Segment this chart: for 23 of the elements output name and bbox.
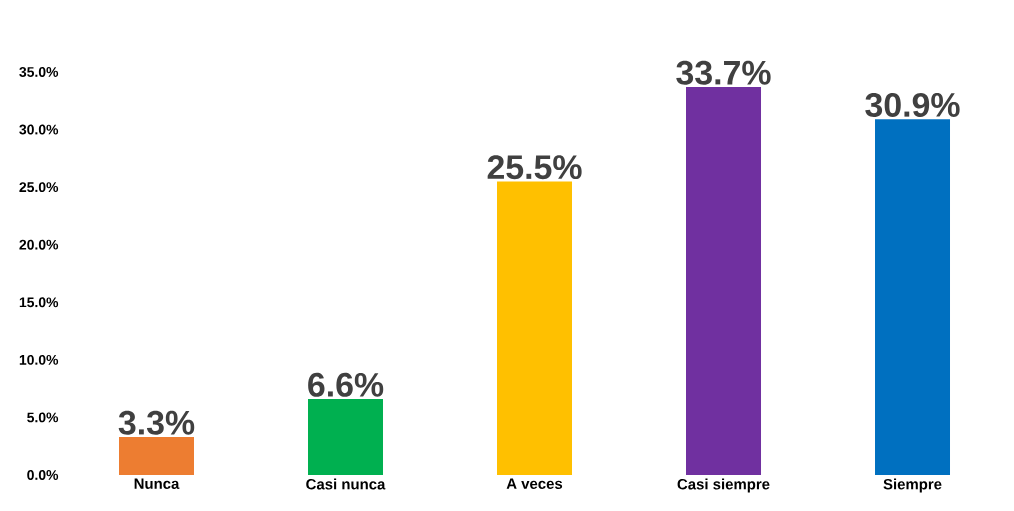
y-tick-label: 25.0% (19, 182, 59, 193)
bar (686, 86, 762, 475)
data-label: 25.5% (487, 155, 582, 180)
x-tick-label: Casi siempre (677, 478, 770, 493)
data-label: 6.6% (308, 372, 384, 397)
x-tick-label: Casi nunca (306, 478, 386, 490)
bar (875, 119, 951, 475)
y-tick-label: 30.0% (19, 124, 59, 135)
y-tick-label: 10.0% (19, 354, 59, 365)
data-label: 33.7% (676, 60, 771, 85)
data-label: 3.3% (118, 410, 195, 435)
y-tick-label: 15.0% (19, 297, 59, 308)
x-tick-label: Siempre (883, 478, 942, 493)
x-tick-label: A veces (506, 478, 563, 489)
data-label: 30.9% (865, 92, 960, 117)
y-tick-label: 35.0% (19, 67, 59, 77)
y-tick-label: 5.0% (27, 412, 59, 423)
y-tick-label: 20.0% (19, 239, 59, 250)
y-tick-label: 0.0% (27, 470, 59, 480)
bar (497, 181, 572, 475)
bar (119, 437, 194, 475)
x-tick-label: Nunca (134, 478, 180, 489)
bar (308, 399, 383, 475)
